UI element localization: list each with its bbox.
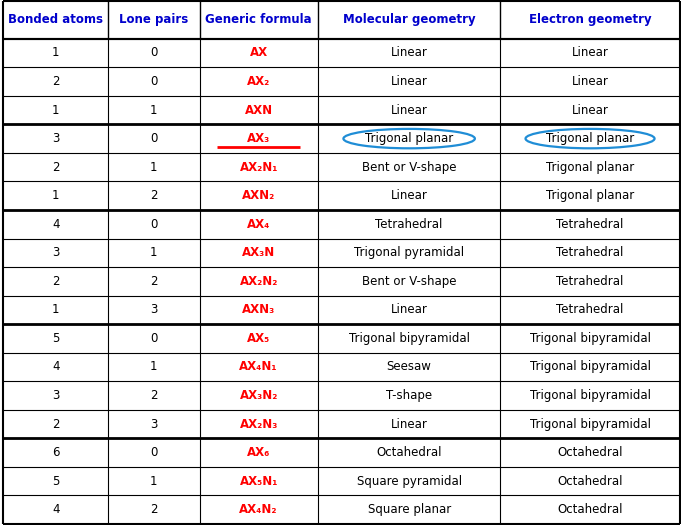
- Text: Bonded atoms: Bonded atoms: [8, 13, 104, 26]
- Text: 3: 3: [52, 389, 59, 402]
- Text: AX₃N₂: AX₃N₂: [240, 389, 278, 402]
- Text: Octahedral: Octahedral: [557, 446, 623, 459]
- Text: AX₄: AX₄: [247, 218, 270, 230]
- Text: Linear: Linear: [391, 189, 428, 202]
- Text: Bent or V-shape: Bent or V-shape: [362, 275, 456, 288]
- Text: Linear: Linear: [571, 47, 609, 59]
- Text: Trigonal planar: Trigonal planar: [546, 189, 634, 202]
- Text: AXN₃: AXN₃: [242, 303, 275, 317]
- Text: Generic formula: Generic formula: [206, 13, 312, 26]
- Text: Square planar: Square planar: [368, 503, 451, 516]
- Text: 0: 0: [151, 75, 157, 88]
- Text: Tetrahedral: Tetrahedral: [556, 246, 624, 259]
- Text: Linear: Linear: [391, 75, 428, 88]
- Text: 3: 3: [151, 303, 157, 317]
- Text: 2: 2: [52, 161, 59, 174]
- Text: Trigonal bipyramidal: Trigonal bipyramidal: [530, 389, 650, 402]
- Text: Bent or V-shape: Bent or V-shape: [362, 161, 456, 174]
- Text: 1: 1: [150, 161, 157, 174]
- Text: Molecular geometry: Molecular geometry: [343, 13, 475, 26]
- Text: Electron geometry: Electron geometry: [528, 13, 651, 26]
- Text: Trigonal planar: Trigonal planar: [365, 132, 454, 145]
- Text: AX₅: AX₅: [247, 332, 270, 345]
- Text: Tetrahedral: Tetrahedral: [556, 275, 624, 288]
- Text: 2: 2: [150, 275, 157, 288]
- Text: Linear: Linear: [391, 303, 428, 317]
- Text: Linear: Linear: [391, 103, 428, 117]
- Text: AX₄N₁: AX₄N₁: [240, 361, 278, 373]
- Text: Trigonal bipyramidal: Trigonal bipyramidal: [530, 417, 650, 430]
- Text: 0: 0: [151, 332, 157, 345]
- Text: 1: 1: [150, 103, 157, 117]
- Text: Linear: Linear: [391, 47, 428, 59]
- Text: Tetrahedral: Tetrahedral: [556, 218, 624, 230]
- Text: Linear: Linear: [571, 75, 609, 88]
- Text: Octahedral: Octahedral: [557, 503, 623, 516]
- Text: AX₂: AX₂: [247, 75, 270, 88]
- Text: 4: 4: [52, 503, 59, 516]
- Text: Octahedral: Octahedral: [557, 475, 623, 488]
- Text: 0: 0: [151, 218, 157, 230]
- Text: AX₃: AX₃: [247, 132, 270, 145]
- Text: 2: 2: [150, 503, 157, 516]
- Text: 3: 3: [52, 132, 59, 145]
- Text: 6: 6: [52, 446, 59, 459]
- Text: AX₄N₂: AX₄N₂: [240, 503, 278, 516]
- Text: 3: 3: [52, 246, 59, 259]
- Text: 5: 5: [52, 475, 59, 488]
- Text: Square pyramidal: Square pyramidal: [357, 475, 462, 488]
- Text: 5: 5: [52, 332, 59, 345]
- Text: 2: 2: [52, 75, 59, 88]
- Text: 0: 0: [151, 47, 157, 59]
- Text: Trigonal planar: Trigonal planar: [546, 161, 634, 174]
- Text: Lone pairs: Lone pairs: [119, 13, 189, 26]
- Text: Trigonal pyramidal: Trigonal pyramidal: [354, 246, 464, 259]
- Text: 1: 1: [52, 189, 59, 202]
- Text: Linear: Linear: [391, 417, 428, 430]
- Text: Tetrahedral: Tetrahedral: [556, 303, 624, 317]
- Text: Trigonal bipyramidal: Trigonal bipyramidal: [349, 332, 470, 345]
- Text: AX₅N₁: AX₅N₁: [240, 475, 278, 488]
- Text: AX₂N₃: AX₂N₃: [240, 417, 278, 430]
- Text: AX: AX: [250, 47, 268, 59]
- Text: 2: 2: [150, 389, 157, 402]
- Text: 4: 4: [52, 218, 59, 230]
- Text: Trigonal bipyramidal: Trigonal bipyramidal: [530, 332, 650, 345]
- Text: 1: 1: [52, 103, 59, 117]
- Text: T-shape: T-shape: [386, 389, 432, 402]
- Text: 1: 1: [150, 361, 157, 373]
- Text: AX₆: AX₆: [247, 446, 270, 459]
- Text: 4: 4: [52, 361, 59, 373]
- Text: 1: 1: [150, 475, 157, 488]
- Text: Linear: Linear: [571, 103, 609, 117]
- Text: Seesaw: Seesaw: [387, 361, 432, 373]
- Text: Octahedral: Octahedral: [377, 446, 442, 459]
- Text: AX₃N: AX₃N: [242, 246, 275, 259]
- Text: AXN₂: AXN₂: [242, 189, 275, 202]
- Text: AX₂N₂: AX₂N₂: [240, 275, 278, 288]
- Text: 1: 1: [52, 47, 59, 59]
- Text: 0: 0: [151, 446, 157, 459]
- Text: AXN: AXN: [244, 103, 273, 117]
- Text: Tetrahedral: Tetrahedral: [375, 218, 443, 230]
- Text: 1: 1: [52, 303, 59, 317]
- Text: 3: 3: [151, 417, 157, 430]
- Text: 2: 2: [52, 417, 59, 430]
- Text: 2: 2: [150, 189, 157, 202]
- Text: 1: 1: [150, 246, 157, 259]
- Text: AX₂N₁: AX₂N₁: [240, 161, 278, 174]
- Text: 0: 0: [151, 132, 157, 145]
- Text: Trigonal planar: Trigonal planar: [546, 132, 634, 145]
- Text: 2: 2: [52, 275, 59, 288]
- Text: Trigonal bipyramidal: Trigonal bipyramidal: [530, 361, 650, 373]
